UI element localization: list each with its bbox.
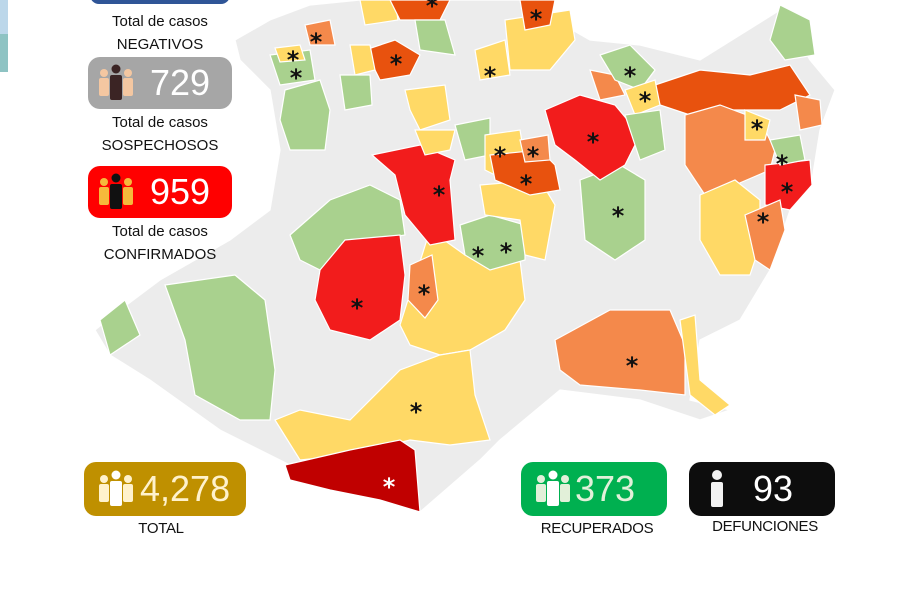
region-red — [314, 234, 406, 341]
people-group-icon — [99, 173, 133, 209]
marker: * — [624, 62, 637, 90]
marker: * — [383, 473, 396, 501]
negativos-box — [90, 0, 230, 4]
confirmados-box: 959 — [88, 166, 232, 218]
region-orange — [554, 309, 686, 396]
marker: * — [426, 0, 439, 20]
sospechosos-line2: SOSPECHOSOS — [101, 137, 219, 154]
recuperados-label: RECUPERADOS — [540, 520, 654, 537]
defunciones-value: 93 — [753, 468, 794, 509]
marker: * — [781, 178, 794, 206]
region-orange — [407, 254, 439, 319]
region-yellow — [504, 9, 576, 71]
region-orange — [744, 199, 786, 271]
region-green — [279, 79, 331, 151]
marker: * — [776, 150, 789, 178]
total-box: 4,278 — [84, 462, 246, 516]
negativos-line1: Total de casos — [112, 13, 208, 30]
defunciones-box: 93 — [689, 462, 835, 516]
confirmados-value: 959 — [150, 171, 211, 212]
marker: * — [287, 46, 300, 74]
marker: * — [520, 170, 533, 198]
region-dark-orange — [389, 0, 451, 21]
recuperados-value: 373 — [575, 468, 636, 509]
sospechosos-label: Total de casos SOSPECHOSOS — [88, 111, 232, 157]
marker: * — [484, 62, 497, 90]
total-value: 4,278 — [140, 468, 231, 509]
case-markers: * * * * * * * * * * * * * * * * * * * * … — [287, 0, 794, 501]
marker: * — [310, 28, 323, 56]
marker: * — [751, 115, 764, 143]
region-dark-red — [284, 439, 421, 513]
region-orange — [519, 134, 551, 163]
marker: * — [639, 87, 652, 115]
confirmados-line1: Total de casos — [112, 223, 208, 240]
marker: * — [494, 142, 507, 170]
marker: * — [433, 181, 446, 209]
left-edge-strip-top — [0, 0, 8, 34]
marker: * — [418, 280, 431, 308]
region-dark-orange — [364, 39, 421, 81]
marker: * — [290, 64, 303, 92]
region-green — [164, 274, 276, 421]
confirmados-label: Total de casos CONFIRMADOS — [88, 220, 232, 266]
region-yellow — [744, 109, 771, 141]
region-yellow — [679, 314, 732, 416]
left-edge-strip-bottom — [0, 34, 8, 72]
total-label: TOTAL — [138, 520, 184, 537]
people-group-icon — [99, 470, 133, 506]
person-icon — [711, 470, 723, 507]
region-orange — [304, 19, 336, 46]
region-yellow — [274, 44, 306, 63]
marker: * — [757, 208, 770, 236]
recuperados-box: 373 — [521, 462, 667, 516]
region-yellow — [414, 129, 456, 156]
people-group-icon — [536, 470, 570, 506]
region-green — [414, 19, 456, 56]
marker: * — [530, 5, 543, 33]
sospechosos-box: 729 — [88, 57, 232, 109]
negativos-label: Total de casos NEGATIVOS — [90, 10, 230, 56]
marker: * — [527, 142, 540, 170]
people-group-icon — [99, 64, 133, 100]
marker: * — [472, 242, 485, 270]
region-green — [339, 74, 373, 111]
confirmados-line2: CONFIRMADOS — [103, 246, 217, 263]
region-dark-orange — [654, 64, 811, 116]
negativos-line2: NEGATIVOS — [116, 36, 204, 53]
region-green — [289, 184, 406, 271]
marker: * — [351, 294, 364, 322]
region-yellow — [474, 39, 511, 81]
region-yellow — [624, 79, 661, 116]
region-yellow — [359, 0, 399, 26]
sospechosos-value: 729 — [150, 62, 211, 103]
region-yellow — [349, 44, 376, 76]
marker: * — [390, 50, 403, 78]
region-dark-orange — [519, 0, 556, 31]
region-green — [769, 134, 806, 166]
region-red — [544, 94, 641, 181]
defunciones-label: DEFUNCIONES — [712, 518, 818, 535]
region-yellow — [404, 84, 451, 131]
region-orange — [794, 94, 823, 131]
marker: * — [612, 202, 625, 230]
region-green — [599, 44, 656, 91]
sospechosos-line1: Total de casos — [112, 114, 208, 131]
marker: * — [626, 352, 639, 380]
region-green — [769, 4, 816, 61]
region-green — [99, 299, 141, 356]
marker: * — [500, 238, 513, 266]
region-green — [624, 109, 666, 161]
marker: * — [410, 398, 423, 426]
municipality-regions — [99, 0, 823, 513]
marker: * — [587, 128, 600, 156]
